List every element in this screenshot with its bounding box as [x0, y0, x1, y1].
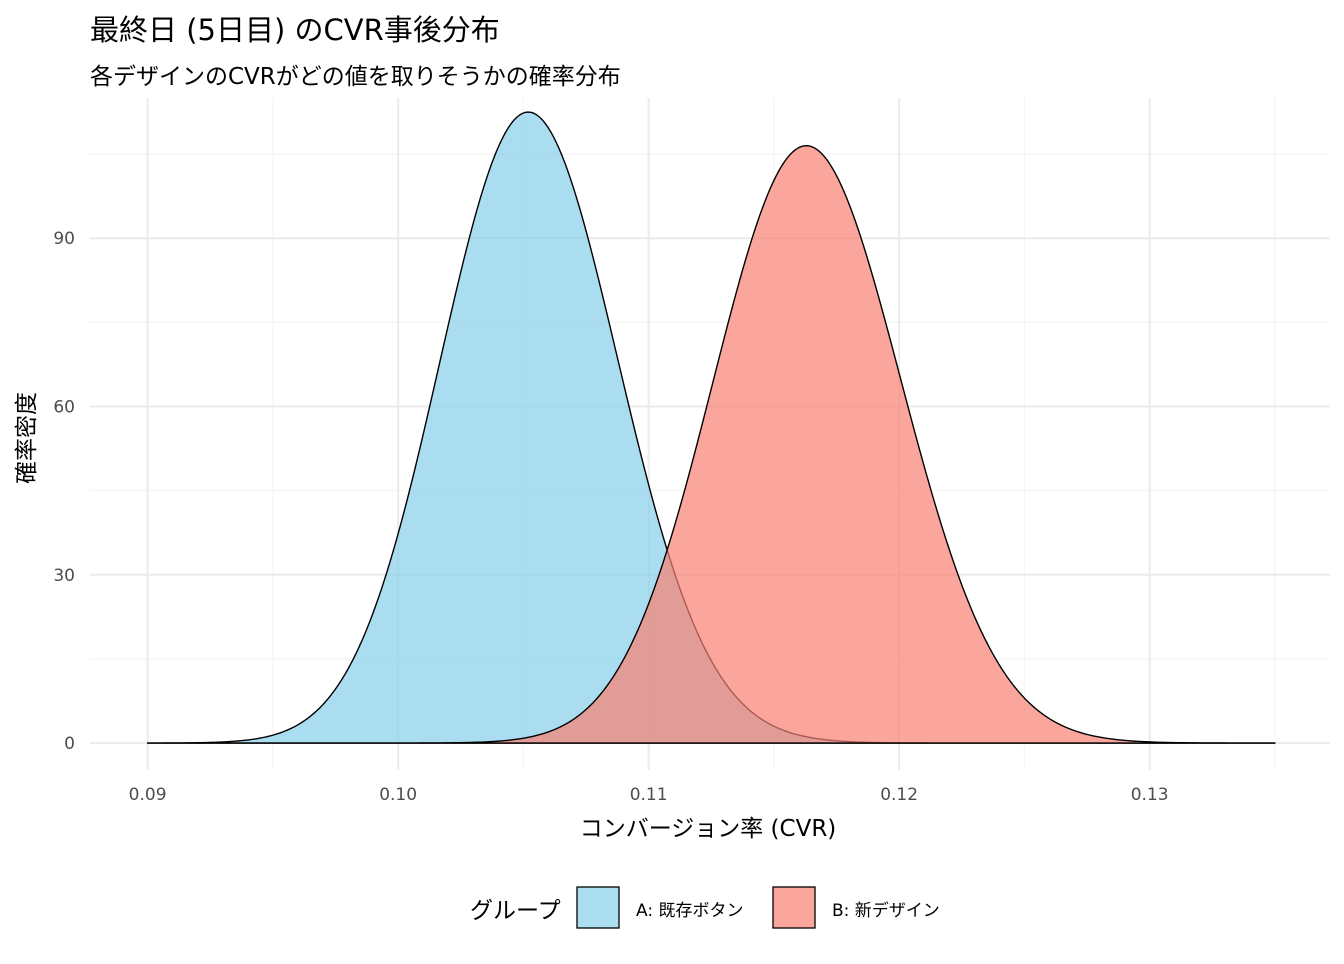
density-area-b	[146, 145, 1276, 744]
chart-title: 最終日 (5日目) のCVR事後分布	[90, 13, 500, 47]
y-tick-label-2: 60	[53, 398, 75, 418]
y-tick-label-0: 0	[64, 734, 75, 754]
chart-subtitle: 各デザインのCVRがどの値を取りそうかの確率分布	[90, 64, 621, 90]
legend-key-a	[576, 886, 620, 929]
legend: グループ A: 既存ボタン B: 新デザイン	[470, 886, 940, 929]
y-tick-label-1: 30	[53, 566, 75, 586]
legend-title: グループ	[470, 898, 561, 924]
x-tick-label-1: 0.10	[379, 785, 417, 805]
legend-label-a: A: 既存ボタン	[636, 901, 743, 921]
y-axis-title: 確率密度	[14, 392, 40, 484]
x-tick-label-2: 0.11	[630, 785, 668, 805]
legend-key-b	[772, 886, 816, 929]
x-tick-label-4: 0.13	[1131, 785, 1169, 805]
tick-label-layer: 0.09 0.10 0.11 0.12 0.13 0 30 60 90	[53, 229, 1168, 805]
x-tick-label-3: 0.12	[880, 785, 918, 805]
x-tick-label-0: 0.09	[129, 785, 167, 805]
x-axis-title: コンバージョン率 (CVR)	[580, 816, 837, 842]
density-area-layer	[146, 111, 1276, 744]
legend-label-b: B: 新デザイン	[832, 900, 940, 921]
y-tick-label-3: 90	[53, 229, 75, 249]
